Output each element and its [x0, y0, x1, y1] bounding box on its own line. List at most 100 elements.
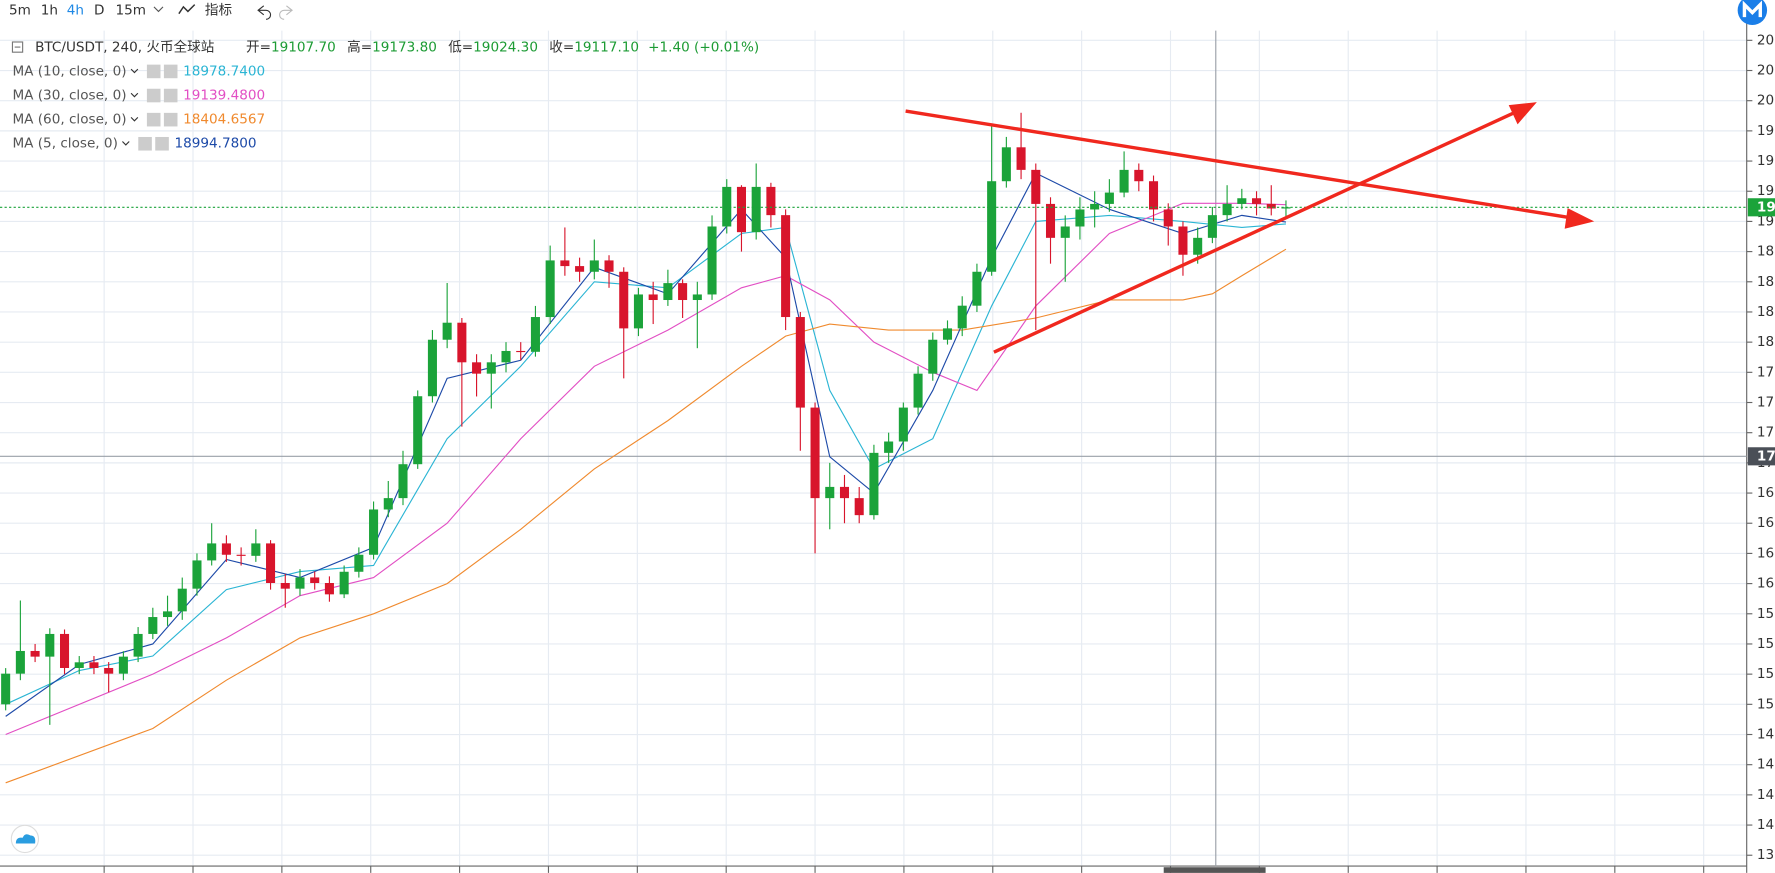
collapse-button[interactable] [11, 41, 24, 53]
candle-body [722, 186, 732, 227]
interval-button[interactable]: 1h [41, 2, 58, 18]
legend: BTC/USDT, 240, 火币全球站 开=19107.70 高=19173.80… [11, 39, 759, 152]
settings-button[interactable] [138, 136, 152, 151]
ohlc-value: 19107.70 [271, 40, 336, 56]
y-tick-label: 167 [1757, 485, 1775, 501]
candle-body [472, 362, 482, 374]
interval-button[interactable]: 15m [115, 2, 146, 18]
candle-body [207, 543, 217, 561]
candle-body [633, 294, 643, 329]
candle-body [810, 407, 820, 499]
ma-name: MA (30, close, 0) [12, 88, 126, 104]
remove-button[interactable] [163, 64, 178, 79]
candle-body [781, 215, 791, 318]
candle-body [1090, 203, 1100, 210]
candle-body [324, 582, 334, 595]
y-tick-label: 155 [1757, 636, 1775, 652]
candle-body [251, 543, 261, 556]
y-tick-label: 157 [1757, 606, 1775, 622]
candle-body [339, 571, 349, 595]
candle-body [589, 260, 599, 272]
ohlc-label: 开= [246, 40, 271, 56]
indicator-icon[interactable] [178, 4, 196, 15]
settings-button[interactable] [146, 112, 161, 127]
candle-body [839, 486, 850, 499]
redo-button[interactable] [279, 5, 293, 20]
candle-body [825, 486, 835, 499]
candle-body [678, 283, 688, 301]
y-tick-label: 180 [1757, 334, 1775, 350]
candle-body [575, 266, 585, 272]
ma-value: 18994.7800 [174, 136, 256, 152]
y-tick-label: 202 [1757, 63, 1775, 79]
candle-body [266, 543, 276, 583]
y-tick-label: 162 [1757, 545, 1775, 561]
candle-body [383, 498, 393, 510]
interval-button[interactable]: 4h [67, 2, 84, 18]
candle-body [310, 577, 320, 583]
y-tick-label: 145 [1757, 757, 1775, 773]
toolbar: 5m 1h 4h D 15m 指标 [9, 2, 293, 20]
candle-body [1193, 237, 1203, 255]
candle-body [30, 650, 40, 657]
candle-body [1016, 147, 1026, 170]
remove-button[interactable] [163, 88, 178, 103]
dropdown-chevron[interactable] [153, 6, 164, 13]
remove-button[interactable] [155, 136, 169, 151]
trend-line-lower [993, 108, 1522, 354]
symbol-title: BTC/USDT, 240, 火币全球站 [35, 39, 215, 56]
settings-button[interactable] [146, 64, 161, 79]
candle-body [59, 633, 70, 668]
ma-name: MA (10, close, 0) [12, 63, 126, 79]
candle-body [398, 464, 408, 499]
candle-body [736, 186, 746, 233]
ma-chevron [130, 92, 139, 98]
indicators-button[interactable]: 指标 [205, 2, 232, 18]
candle-body [74, 662, 84, 668]
candle-body [369, 509, 379, 555]
candle-body [516, 350, 526, 353]
crosshair-time-box [1163, 867, 1266, 873]
candle-body [854, 498, 864, 516]
candle-body [486, 362, 496, 374]
remove-button[interactable] [163, 112, 178, 127]
candle-body [413, 396, 423, 465]
trend-line-upper [905, 109, 1577, 221]
candle-body [1222, 203, 1232, 216]
candle-body [751, 186, 761, 233]
interval-button[interactable]: D [94, 2, 104, 18]
candle-body [15, 650, 25, 674]
candle-body [1178, 226, 1188, 255]
undo-button[interactable] [257, 5, 272, 20]
interval-button[interactable]: 5m [9, 2, 31, 18]
grid: 137 140 142 145 147 150 152 155 157 160 162 165 167 1… [0, 30, 1775, 873]
candle-body [427, 339, 437, 397]
crosshair-price-label: 170 [1757, 448, 1775, 464]
y-tick-label: 192 [1757, 183, 1775, 199]
ma-chevron [130, 68, 139, 74]
candle-body [133, 633, 143, 657]
y-tick-label: 190 [1757, 213, 1775, 229]
candle-body [928, 339, 938, 374]
settings-button[interactable] [146, 88, 161, 103]
candle-body [1163, 209, 1173, 227]
candle-body [795, 317, 805, 408]
ohlc-label: 低= [448, 40, 473, 56]
candle-body [604, 260, 614, 272]
candle-body [1075, 209, 1085, 227]
y-tick-label: 195 [1757, 153, 1775, 169]
change-value: +1.40 (+0.01%) [648, 40, 759, 56]
candle-body [545, 260, 555, 318]
arrow-head [1508, 102, 1537, 125]
candle-body [221, 543, 231, 555]
y-tick-label: 142 [1757, 787, 1775, 803]
candle-body [163, 611, 173, 618]
candle-body [692, 294, 702, 301]
plot [0, 112, 1747, 784]
y-tick-label: 187 [1757, 244, 1775, 260]
ohlc-value: 19024.30 [473, 40, 538, 56]
candle-body [1148, 181, 1159, 210]
candle-body [177, 588, 187, 612]
